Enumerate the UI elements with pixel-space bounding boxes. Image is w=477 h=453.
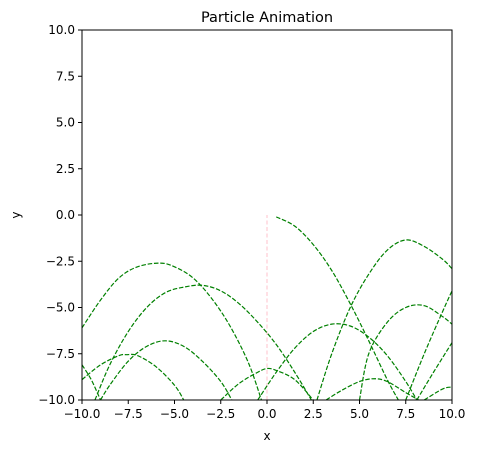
axis-ticks: −10.0 −7.5 −5.0 −2.5 0.0 2.5 5.0 7.5 10.0 −10.0 −7… bbox=[38, 23, 465, 421]
trajectory-line-13 bbox=[416, 342, 452, 400]
trajectory-line-4 bbox=[94, 284, 312, 400]
y-tick-label: 2.5 bbox=[56, 162, 75, 176]
x-tick-label: −7.5 bbox=[114, 407, 143, 421]
trajectory-line-14 bbox=[423, 386, 452, 400]
trajectory-line-9 bbox=[257, 323, 418, 400]
trajectory-line-11 bbox=[358, 304, 452, 400]
y-axis-label: y bbox=[9, 211, 23, 218]
y-tick-label: 5.0 bbox=[56, 116, 75, 130]
x-tick-label: 5.0 bbox=[350, 407, 369, 421]
y-tick-label: −7.5 bbox=[46, 347, 75, 361]
x-tick-label: −5.0 bbox=[160, 407, 189, 421]
plot-area bbox=[82, 215, 452, 400]
trajectory-line-10 bbox=[325, 378, 419, 400]
plot-frame bbox=[81, 29, 453, 401]
x-tick-label: 10.0 bbox=[439, 407, 466, 421]
chart-title: Particle Animation bbox=[201, 10, 333, 26]
x-tick-label: −2.5 bbox=[206, 407, 235, 421]
trajectory-line-3 bbox=[82, 262, 263, 400]
y-tick-label: −10.0 bbox=[38, 393, 75, 407]
x-tick-label: 0.0 bbox=[257, 407, 276, 421]
y-tick-label: 0.0 bbox=[56, 208, 75, 222]
trajectory-line-12 bbox=[405, 290, 452, 400]
x-tick-label: −10.0 bbox=[64, 407, 101, 421]
x-axis-label: x bbox=[263, 429, 270, 443]
y-tick-label: 7.5 bbox=[56, 69, 75, 83]
x-tick-label: 2.5 bbox=[304, 407, 323, 421]
y-tick-label: −5.0 bbox=[46, 301, 75, 315]
y-tick-label: 10.0 bbox=[48, 23, 75, 37]
x-tick-label: 7.5 bbox=[396, 407, 415, 421]
trajectory-line-5 bbox=[99, 340, 233, 400]
trajectory-line-2 bbox=[316, 239, 452, 400]
trajectory-line-6 bbox=[82, 353, 185, 400]
trajectory-line-7 bbox=[82, 364, 102, 400]
y-tick-label: −2.5 bbox=[46, 254, 75, 268]
trajectory-line-1 bbox=[275, 216, 399, 400]
